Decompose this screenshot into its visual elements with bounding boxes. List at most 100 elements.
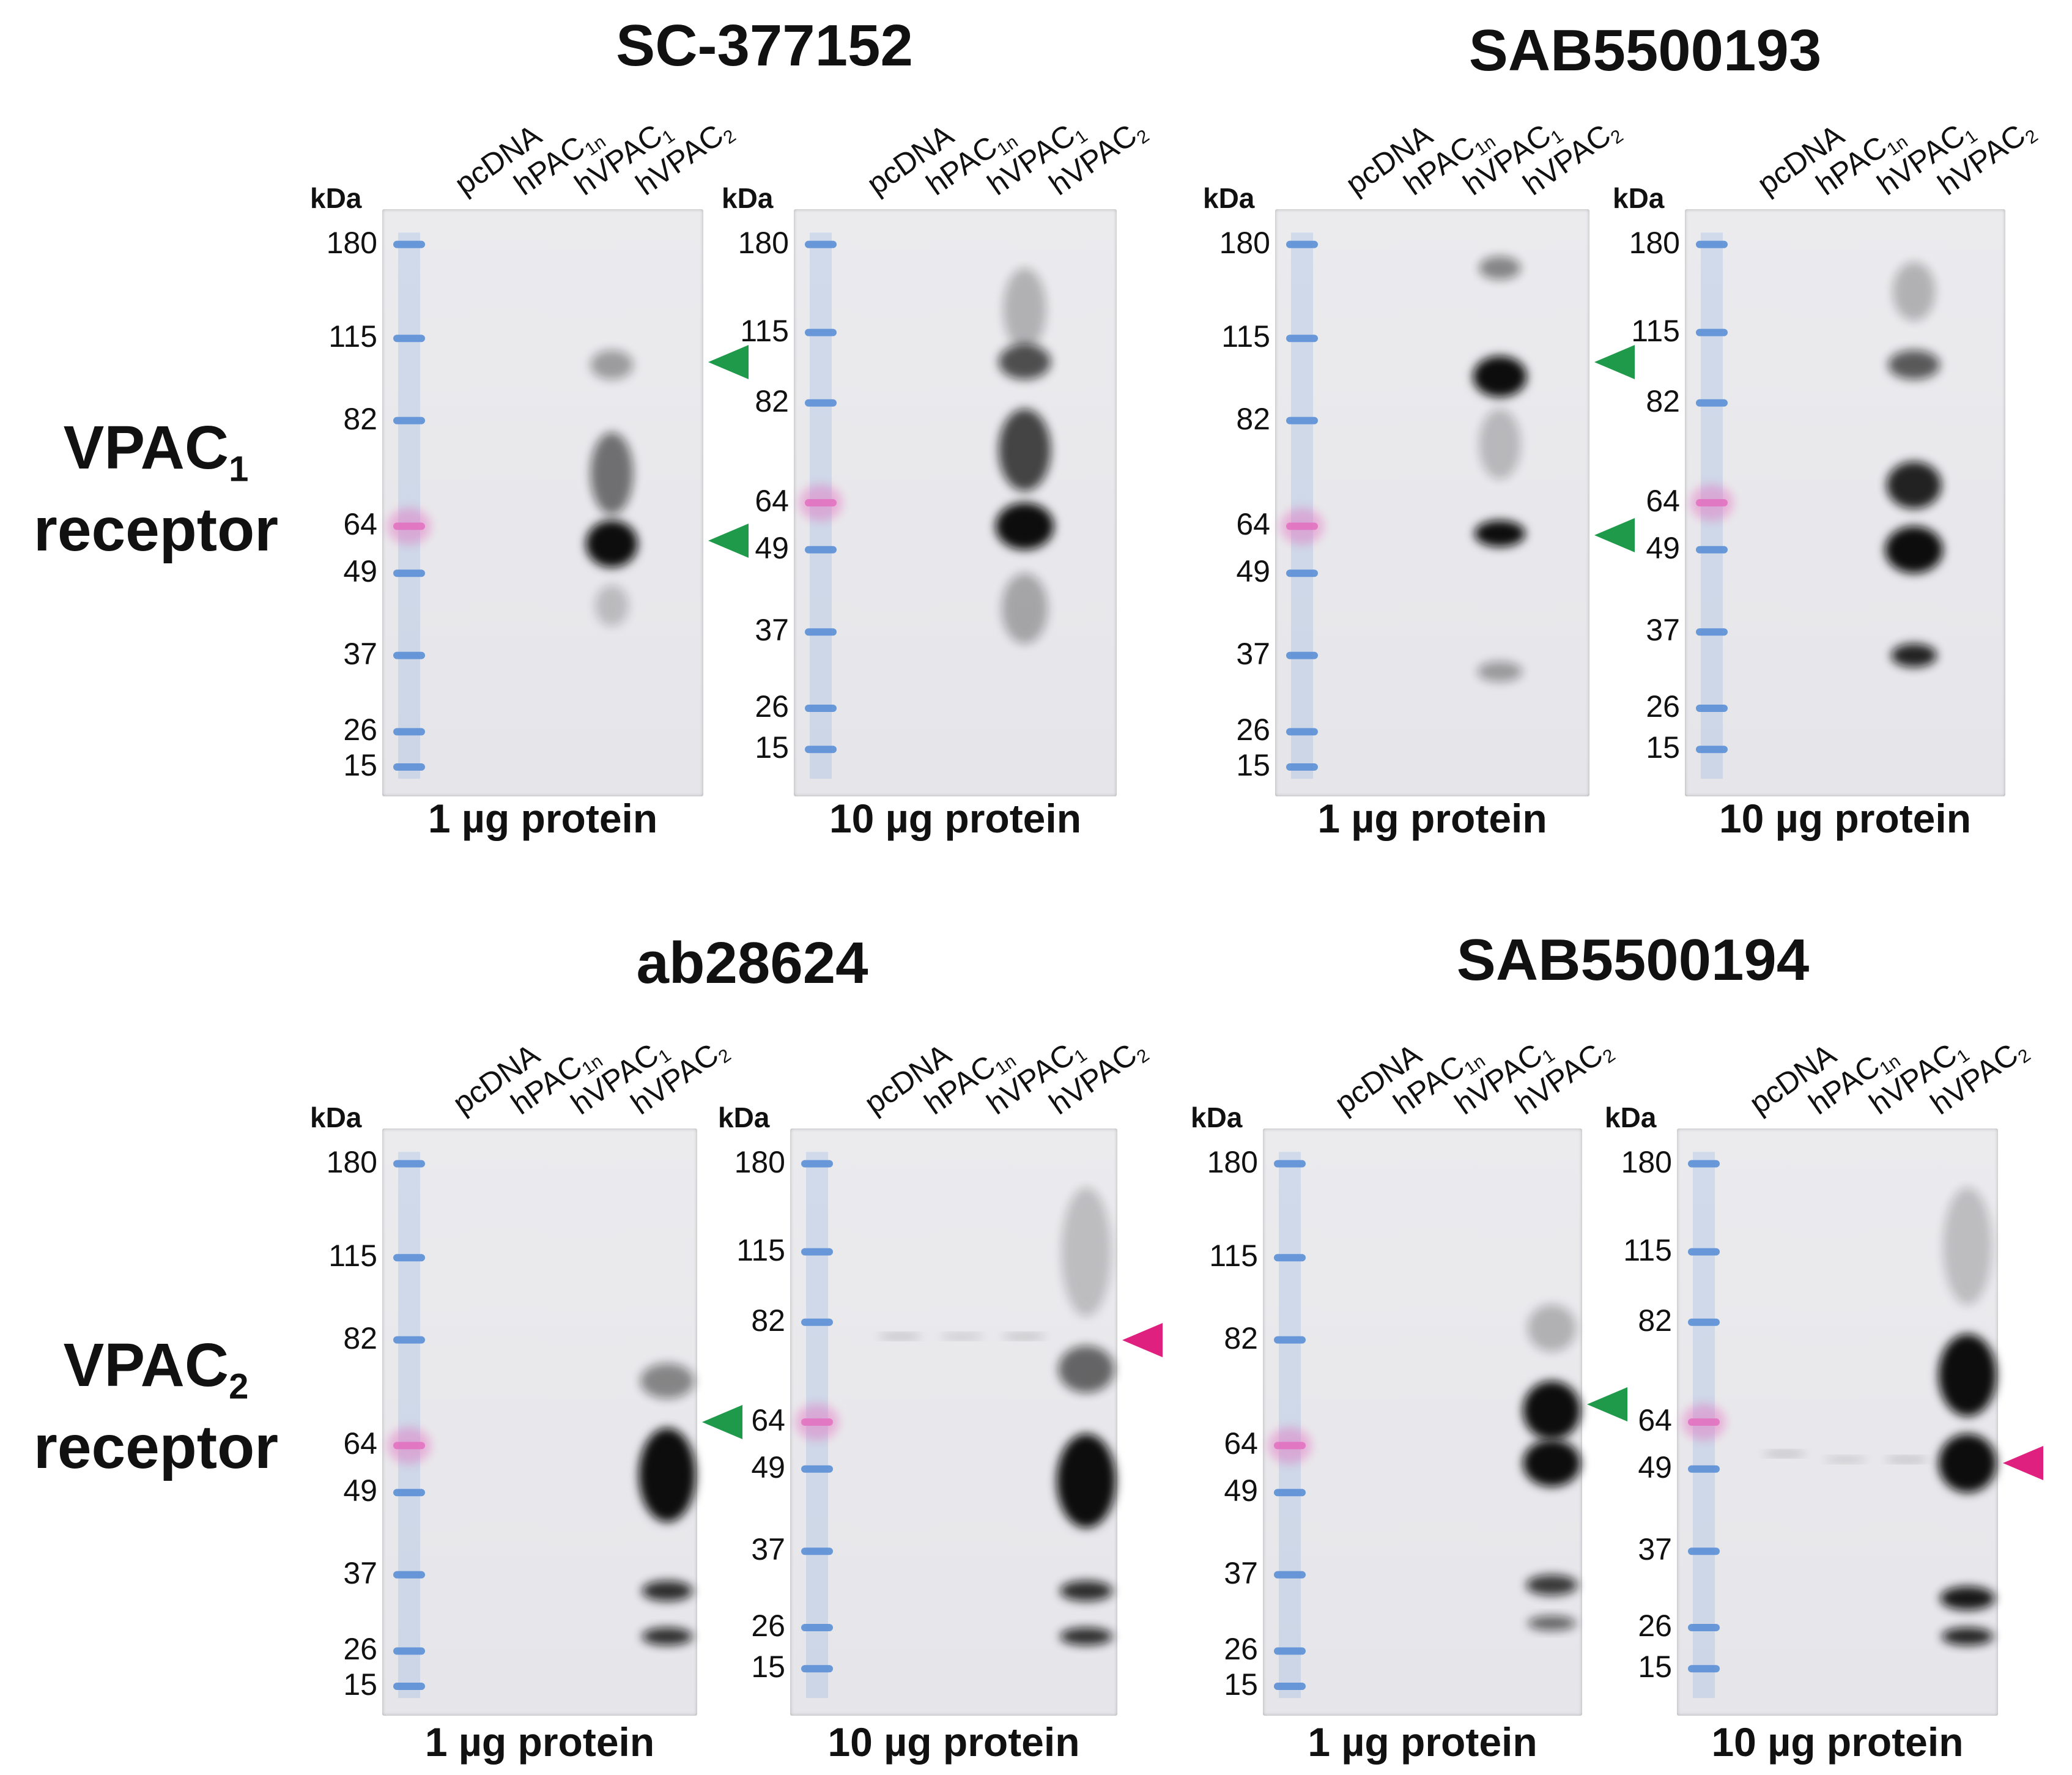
kda-label: kDa <box>1605 1102 1657 1133</box>
marker-band <box>393 1683 425 1690</box>
protein-amount-label: 1 µg protein <box>1317 796 1547 841</box>
marker-band <box>801 1318 833 1326</box>
protein-band <box>642 1628 693 1645</box>
marker-band <box>393 1254 425 1262</box>
blot-membrane <box>382 1128 697 1716</box>
mw-label-37: 37 <box>1646 613 1680 648</box>
marker-band <box>1274 1647 1306 1655</box>
marker-band-glow <box>387 1427 431 1464</box>
marker-band <box>805 746 837 754</box>
mw-label-26: 26 <box>343 1632 377 1667</box>
kda-label: kDa <box>722 182 774 214</box>
kda-label: kDa <box>310 182 362 214</box>
marker-lane <box>1279 1152 1301 1699</box>
protein-band <box>1473 356 1527 398</box>
protein-band <box>1941 1628 1994 1645</box>
blot-image <box>795 1152 1116 1699</box>
mw-label-26: 26 <box>751 1609 785 1643</box>
protein-band <box>1885 1457 1928 1462</box>
protein-amount-label: 1 µg protein <box>427 796 658 841</box>
blot-image <box>799 232 1054 779</box>
magenta-arrowhead-icon <box>2003 1446 2043 1481</box>
marker-band <box>393 417 425 424</box>
mw-label-115: 115 <box>736 1232 785 1267</box>
protein-band <box>1527 1615 1577 1631</box>
marker-band <box>1696 240 1728 248</box>
green-arrowhead-icon <box>708 344 749 379</box>
mw-label-82: 82 <box>751 1303 785 1338</box>
marker-band <box>805 328 837 336</box>
protein-band <box>1474 520 1526 547</box>
protein-band <box>642 1580 693 1601</box>
protein-amount-label: 10 µg protein <box>1719 796 1972 841</box>
protein-band <box>1763 1451 1806 1456</box>
mw-label-115: 115 <box>1209 1239 1258 1273</box>
blot-membrane <box>790 1128 1117 1716</box>
protein-band <box>1061 1187 1111 1317</box>
mw-label-115: 115 <box>328 319 377 354</box>
mw-label-49: 49 <box>1224 1473 1258 1508</box>
mw-label-15: 15 <box>343 748 377 782</box>
mw-label-115: 115 <box>1221 319 1270 354</box>
protein-band <box>1943 1187 1992 1305</box>
blot-image <box>387 232 638 779</box>
green-arrowhead-icon <box>1594 517 1635 552</box>
marker-band <box>1688 1318 1720 1326</box>
protein-band <box>585 520 638 568</box>
marker-band <box>1286 569 1318 577</box>
protein-band <box>1891 643 1937 667</box>
mw-label-115: 115 <box>328 1239 377 1273</box>
marker-band-glow <box>1268 1427 1312 1464</box>
mw-label-180: 180 <box>1219 225 1270 260</box>
kda-label: kDa <box>718 1102 770 1133</box>
marker-band <box>1286 728 1318 736</box>
antibody-title-sc377152: SC-377152 <box>616 13 913 78</box>
marker-band <box>805 628 837 636</box>
mw-label-82: 82 <box>343 1321 377 1355</box>
marker-band-glow <box>1280 508 1324 545</box>
row-label-vpac1: VPAC1 receptor <box>33 413 279 564</box>
marker-band <box>805 546 837 554</box>
mw-label-64: 64 <box>1638 1403 1672 1437</box>
protein-band <box>1001 573 1048 644</box>
blot-membrane <box>1685 209 2005 796</box>
marker-band <box>1688 1248 1720 1256</box>
protein-band <box>1523 1439 1581 1487</box>
mw-label-64: 64 <box>755 484 789 518</box>
mw-label-15: 15 <box>343 1667 377 1702</box>
marker-band <box>801 1465 833 1473</box>
protein-band <box>1886 461 1942 509</box>
marker-band <box>393 240 425 248</box>
protein-band <box>1523 1380 1581 1440</box>
mw-label-64: 64 <box>343 507 377 542</box>
mw-label-180: 180 <box>738 225 789 260</box>
marker-lane <box>398 232 420 779</box>
mw-label-180: 180 <box>326 1144 377 1179</box>
marker-band <box>393 651 425 659</box>
blot-membrane <box>382 209 703 796</box>
mw-label-15: 15 <box>1638 1650 1672 1684</box>
marker-band <box>805 240 837 248</box>
marker-band <box>1696 328 1728 336</box>
protein-band <box>1059 1628 1113 1645</box>
protein-band <box>1056 1434 1116 1528</box>
kda-label: kDa <box>1191 1102 1243 1133</box>
protein-band <box>594 585 629 626</box>
green-arrowhead-icon <box>1587 1387 1627 1422</box>
protein-band <box>1938 1334 1997 1417</box>
blot-image <box>387 1152 696 1699</box>
protein-band <box>1940 1586 1996 1610</box>
mw-label-49: 49 <box>343 1473 377 1508</box>
marker-band <box>393 763 425 771</box>
antibody-title-sab5500193: SAB5500193 <box>1468 18 1822 83</box>
marker-band <box>1286 417 1318 424</box>
mw-label-82: 82 <box>1236 401 1270 436</box>
marker-band <box>1696 746 1728 754</box>
protein-band <box>638 1428 696 1522</box>
mw-label-115: 115 <box>1623 1232 1672 1267</box>
marker-band <box>393 1160 425 1168</box>
marker-band <box>1274 1683 1306 1690</box>
kda-label: kDa <box>1203 182 1255 214</box>
marker-band-glow <box>1690 484 1734 521</box>
